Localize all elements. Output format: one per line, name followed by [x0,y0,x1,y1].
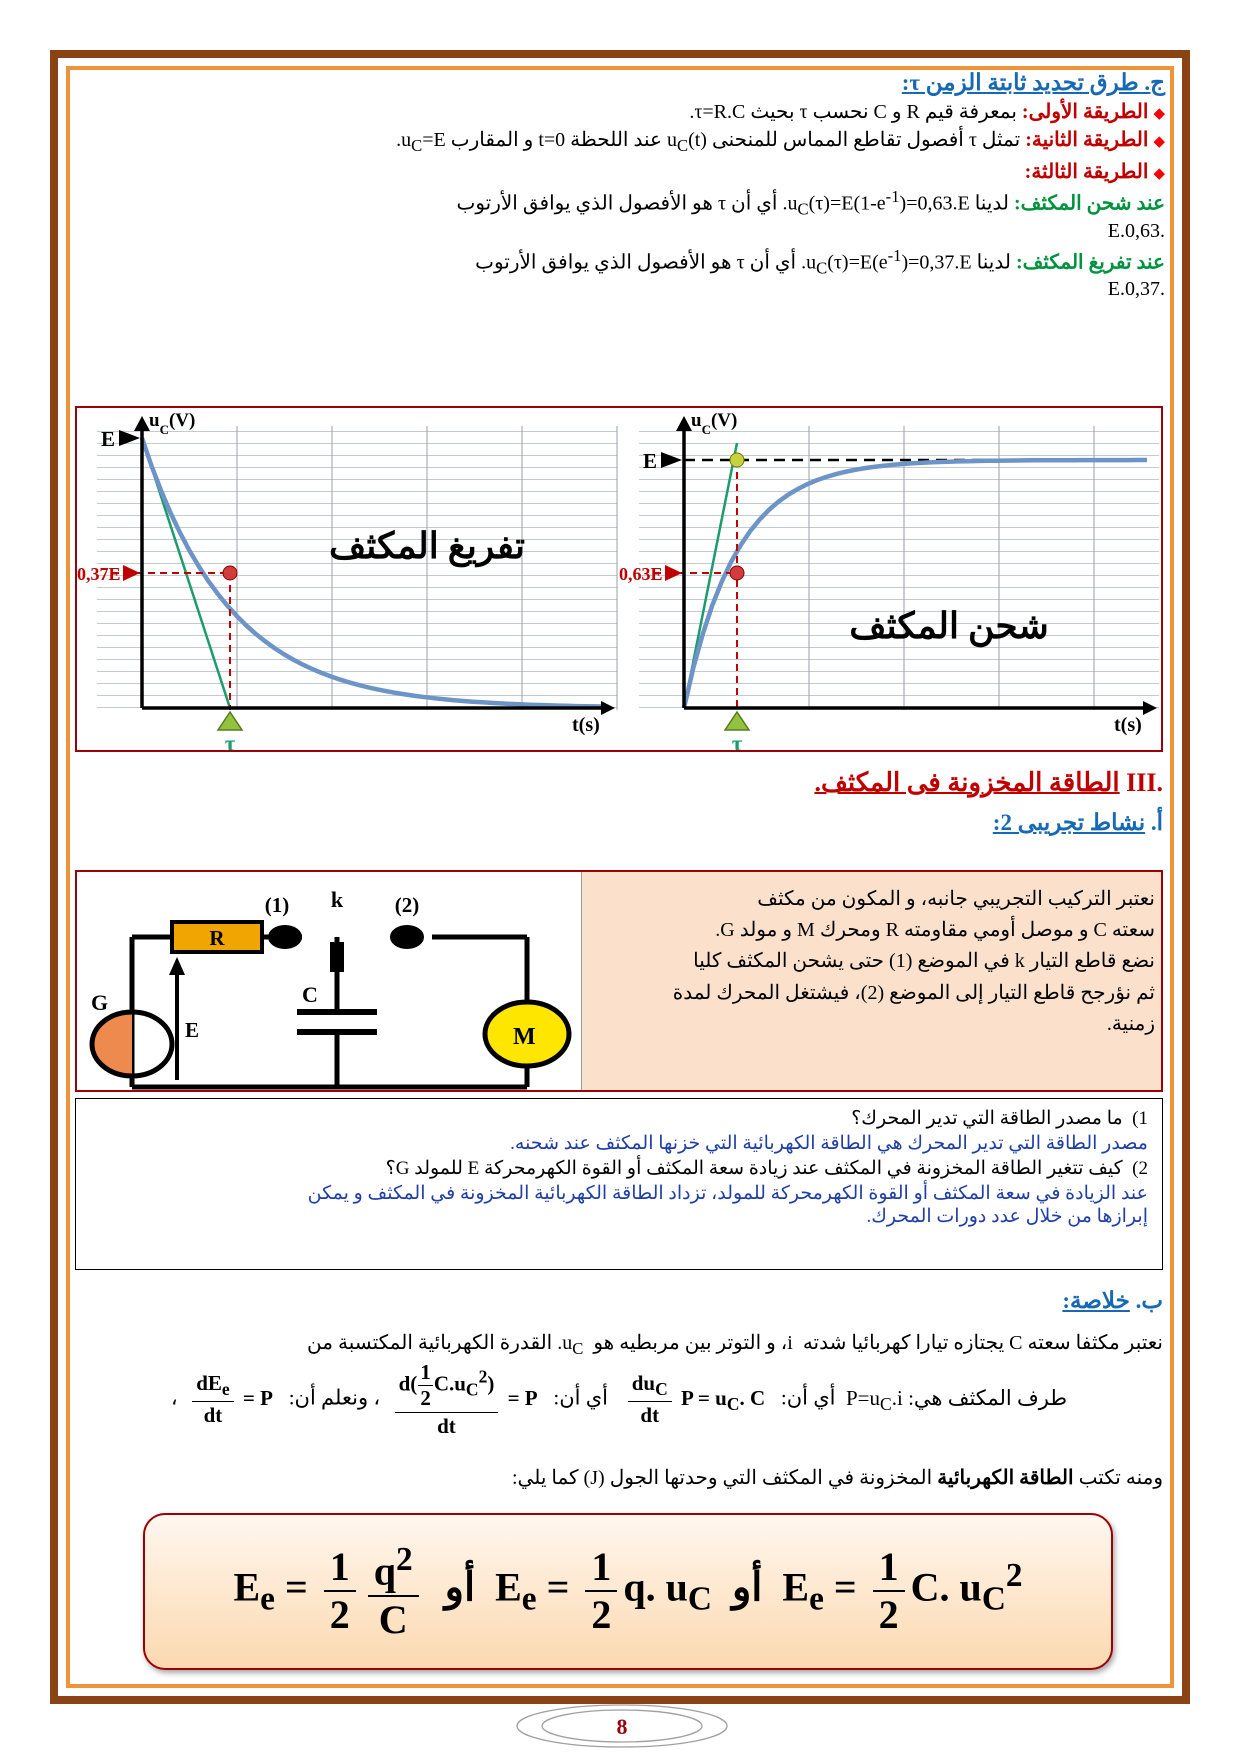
svg-text:τ: τ [225,731,236,750]
svg-text:(2): (2) [395,893,420,917]
svg-text:0,63E: 0,63E [619,564,663,584]
svg-text:G: G [91,990,108,1015]
svg-text:t(s): t(s) [1114,714,1142,736]
svg-text:C: C [302,982,318,1007]
svg-text:R: R [209,926,225,950]
svg-text:E: E [643,449,657,473]
svg-text:k: k [331,887,344,912]
svg-text:تفريغ المكثف: تفريغ المكثف [329,526,525,568]
svg-text:0,37E: 0,37E [77,564,121,584]
svg-text:E: E [185,1018,199,1042]
svg-text:شحن المكثف: شحن المكثف [849,606,1049,648]
svg-text:E: E [101,427,115,451]
svg-text:8: 8 [617,1714,628,1739]
svg-text:t(s): t(s) [572,714,600,736]
svg-text:τ: τ [732,731,743,750]
svg-text:(1): (1) [265,893,290,917]
svg-text:M: M [513,1024,536,1050]
